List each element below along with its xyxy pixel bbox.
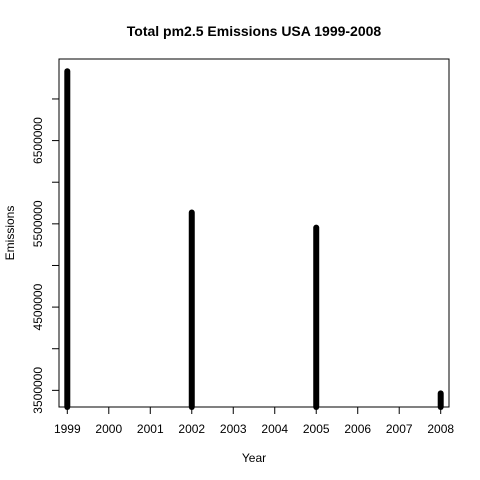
x-tick-label: 1999 [54,422,81,436]
y-axis: 3500000 4500000 5500000 6500000 [31,98,60,414]
y-tick-label: 5500000 [31,200,45,247]
y-tick-label: 3500000 [31,367,45,414]
x-tick-label: 2007 [386,422,413,436]
y-axis-label: Emissions [3,206,17,261]
chart-title: Total pm2.5 Emissions USA 1999-2008 [127,23,382,39]
x-axis-label: Year [242,451,266,465]
x-tick-label: 2005 [303,422,330,436]
y-tick-label: 6500000 [31,117,45,164]
x-tick-label: 2000 [95,422,122,436]
x-tick-label: 2004 [261,422,288,436]
x-axis: 1999 2000 2001 2002 2003 2004 2005 2006 2007 2008 [54,406,454,436]
x-tick-label: 2008 [427,422,454,436]
y-tick-label: 4500000 [31,283,45,330]
bars-group [64,68,444,410]
x-tick-label: 2001 [137,422,164,436]
x-tick-label: 2006 [344,422,371,436]
x-tick-label: 2003 [220,422,247,436]
x-tick-label: 2002 [178,422,205,436]
plot-frame [58,58,450,408]
